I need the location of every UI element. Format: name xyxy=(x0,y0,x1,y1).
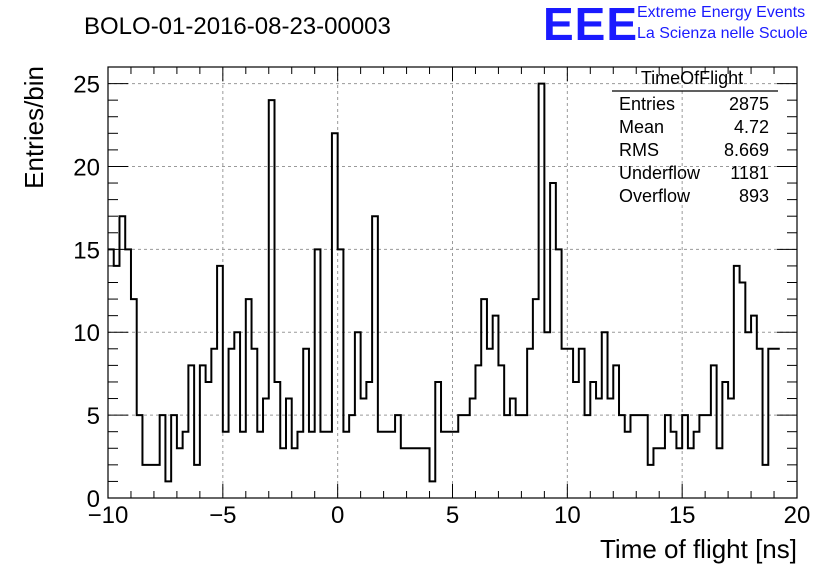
stats-box: TimeOfFlight Entries 2875 Mean 4.72 RMS 8.669… xyxy=(612,68,778,206)
stats-label: Mean xyxy=(619,117,664,137)
y-tick-label: 15 xyxy=(73,237,100,264)
y-tick-label: 20 xyxy=(73,154,100,181)
stats-title: TimeOfFlight xyxy=(641,68,743,88)
y-axis-label: Entries/bin xyxy=(19,66,49,189)
x-tick-label: 10 xyxy=(554,502,581,529)
logo-line2: La Scienza nelle Scuole xyxy=(637,25,808,42)
logo-line1: Extreme Energy Events xyxy=(637,4,805,21)
x-tick-label: −10 xyxy=(88,502,129,529)
histogram-line xyxy=(108,82,780,483)
x-tick-label: 0 xyxy=(331,502,344,529)
stats-value: 4.72 xyxy=(734,117,769,137)
stats-label: RMS xyxy=(619,140,659,160)
stats-label: Overflow xyxy=(619,186,691,206)
x-tick-label: 20 xyxy=(784,502,811,529)
x-tick-labels: −10 −5 0 5 10 15 20 xyxy=(88,502,811,529)
stats-value: 1181 xyxy=(730,163,769,183)
stats-label: Entries xyxy=(619,94,675,114)
y-tick-labels: 0 5 10 15 20 25 xyxy=(73,72,100,513)
x-tick-label: −5 xyxy=(209,502,236,529)
axis-ticks xyxy=(107,66,798,499)
y-tick-label: 25 xyxy=(73,72,100,99)
y-tick-label: 0 xyxy=(87,486,100,513)
x-tick-label: 15 xyxy=(669,502,696,529)
stats-value: 2875 xyxy=(729,94,769,114)
x-tick-label: 5 xyxy=(446,502,459,529)
y-tick-label: 5 xyxy=(87,403,100,430)
stats-value: 8.669 xyxy=(724,140,769,160)
stats-value: 893 xyxy=(739,186,769,206)
y-tick-label: 10 xyxy=(73,320,100,347)
logo-mark: EEE xyxy=(543,0,638,50)
eee-logo: EEE Extreme Energy Events La Scienza nel… xyxy=(543,0,808,50)
stats-label: Underflow xyxy=(619,163,701,183)
chart-title: BOLO-01-2016-08-23-00003 xyxy=(84,13,391,40)
x-axis-label: Time of flight [ns] xyxy=(600,534,797,564)
